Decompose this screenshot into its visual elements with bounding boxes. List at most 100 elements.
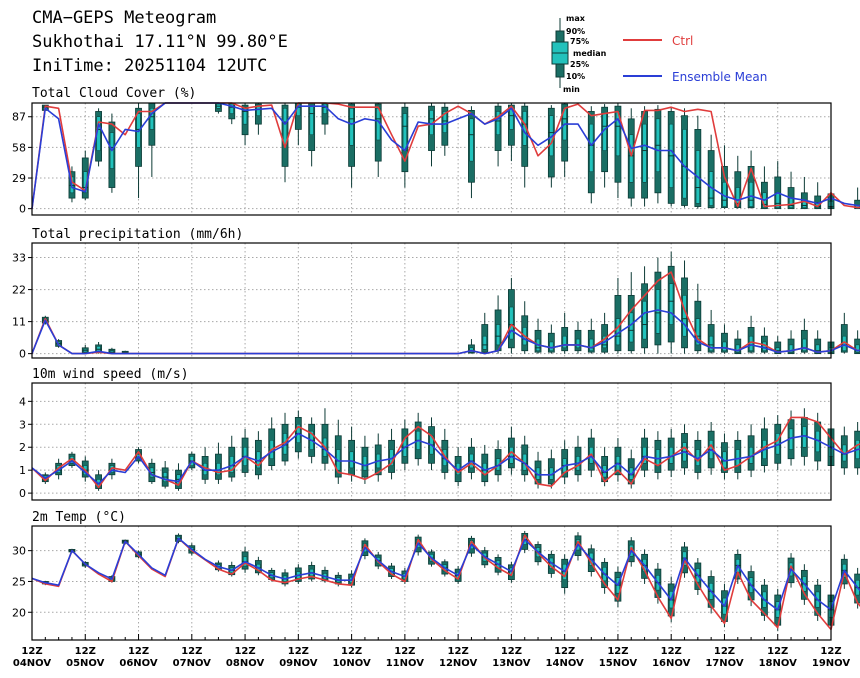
y-tick-label: 0 (19, 348, 26, 361)
ensemble-box (348, 103, 356, 188)
box-inner-range (496, 111, 501, 135)
box-inner-range (789, 197, 794, 208)
box-inner-range (642, 123, 647, 183)
x-tick-hour: 12Z (607, 646, 628, 657)
ensemble-box (681, 260, 688, 354)
x-tick-date: 06NOV (119, 658, 158, 669)
ensemble-box (694, 115, 702, 209)
x-tick-hour: 12Z (181, 646, 202, 657)
ensemble-box (468, 438, 475, 480)
ensemble-box (747, 424, 755, 478)
legend-ctrl-label: Ctrl (672, 34, 693, 48)
panel-temperature: 2m Temp (°C) 20 25 30 (12, 510, 860, 641)
ensemble-box (241, 428, 249, 478)
ensemble-box (747, 150, 755, 209)
x-tick-date: 16NOV (652, 658, 691, 669)
box-inner-range (509, 446, 514, 464)
ensemble-box (135, 103, 142, 199)
ensemble-box (81, 344, 89, 354)
x-tick-date: 19NOV (812, 658, 851, 669)
ensemble-box (667, 428, 675, 478)
x-tick-hour: 12Z (75, 646, 96, 657)
x-tick-hour: 12Z (767, 646, 788, 657)
y-tick-label: 22 (12, 284, 26, 297)
x-tick-hour: 12Z (661, 646, 682, 657)
y-tick-label: 30 (12, 545, 26, 558)
box-inner-range (243, 106, 248, 125)
box-inner-range (402, 113, 407, 151)
header: CMA−GEPS Meteogram Sukhothai 17.11°N 99.… (32, 8, 288, 76)
ensemble-box (361, 435, 369, 484)
box-inner-range (309, 105, 314, 135)
ensemble-box (627, 108, 635, 207)
ensemble-box (694, 431, 702, 480)
ensemble-box (254, 103, 262, 135)
ensemble-box (321, 408, 329, 471)
ensemble-box (787, 330, 795, 355)
y-tick-label: 20 (12, 606, 26, 619)
panel-frame (31, 102, 832, 216)
ensemble-box (428, 103, 435, 167)
ensemble-box (627, 272, 635, 354)
y-tick-label: 25 (12, 575, 26, 588)
panel-cloud-cover: Total Cloud Cover (%) 0 29 58 87 (12, 86, 860, 216)
ensemble-box (308, 561, 316, 582)
box-inner-range (629, 134, 634, 183)
ensemble-box (494, 440, 502, 482)
ensemble-box (81, 150, 89, 201)
panel-frame (31, 382, 832, 501)
x-tick-date: 09NOV (279, 658, 318, 669)
x-tick-date: 07NOV (173, 658, 212, 669)
ensemble-box (574, 321, 582, 354)
ensemble-box (734, 431, 742, 480)
x-tick-hour: 12Z (820, 646, 841, 657)
y-tick-label: 4 (19, 395, 26, 408)
ensemble-box (348, 426, 356, 482)
ensemble-box (667, 107, 675, 207)
ensemble-box (721, 433, 728, 480)
ensemble-box (441, 103, 449, 156)
ensemble-box (494, 295, 502, 354)
box-inner-range (642, 300, 647, 340)
box-inner-range (575, 338, 581, 349)
ensemble-box (294, 564, 302, 584)
x-tick-date: 14NOV (546, 658, 585, 669)
box-inner-range (789, 344, 794, 353)
x-tick-date: 11NOV (386, 658, 425, 669)
ensemble-box (667, 251, 675, 354)
temp-panel-title: 2m Temp (°C) (32, 510, 126, 525)
ensemble-box (388, 428, 395, 480)
ensemble-box (707, 134, 715, 209)
x-tick-hour: 12Z (554, 646, 575, 657)
legend-p90-label: 90% (566, 27, 585, 36)
ensemble-box (561, 312, 569, 354)
ensemble-box (507, 426, 515, 475)
y-tick-label: 2 (19, 441, 26, 454)
box-inner-range (496, 324, 501, 346)
ensemble-box (374, 103, 382, 177)
ensemble-box (800, 176, 808, 210)
ensemble-box (308, 102, 316, 167)
box-inner-range (629, 312, 634, 343)
y-tick-label: 58 (12, 141, 26, 154)
box-inner-range (589, 338, 594, 351)
x-tick-hour: 12Z (128, 646, 149, 657)
ensemble-box (601, 312, 609, 354)
y-tick-label: 3 (19, 418, 26, 431)
ensemble-box (761, 417, 768, 473)
ensemble-box (721, 324, 728, 354)
legend-min-label: min (563, 85, 580, 94)
y-tick-label: 87 (12, 111, 26, 124)
ctrl-line (31, 534, 860, 631)
x-tick-date: 13NOV (492, 658, 531, 669)
ensemble-box (494, 103, 502, 167)
x-tick-date: 10NOV (332, 658, 371, 669)
legend-median-label: median (573, 49, 607, 58)
panel-frame (31, 242, 832, 359)
box-inner-range (589, 123, 594, 172)
legend-max-label: max (566, 14, 586, 23)
ensemble-box (534, 318, 542, 354)
ensemble-box (468, 106, 475, 199)
x-tick-date: 08NOV (226, 658, 265, 669)
